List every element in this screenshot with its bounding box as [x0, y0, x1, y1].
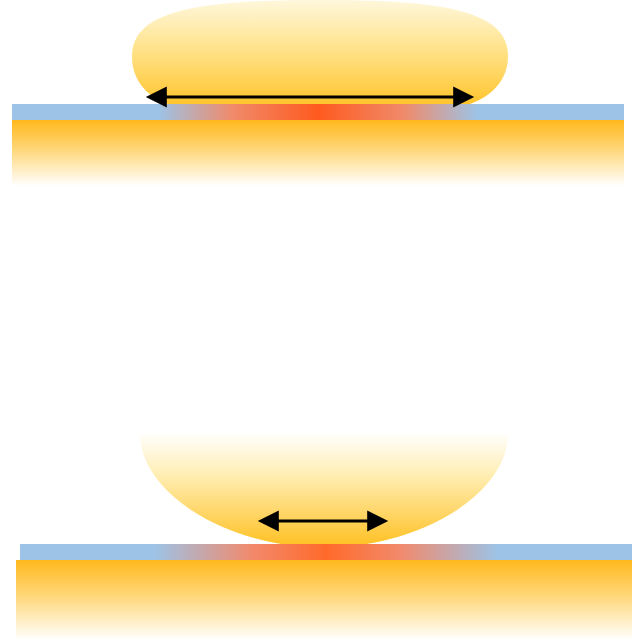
top-film — [12, 104, 624, 120]
bottom-film — [20, 544, 632, 560]
top-droplet — [132, 0, 508, 104]
bottom-substrate — [16, 560, 632, 640]
bottom-panel — [16, 432, 632, 640]
top-panel — [12, 0, 624, 186]
top-substrate — [12, 120, 624, 186]
bottom-droplet — [139, 432, 509, 548]
